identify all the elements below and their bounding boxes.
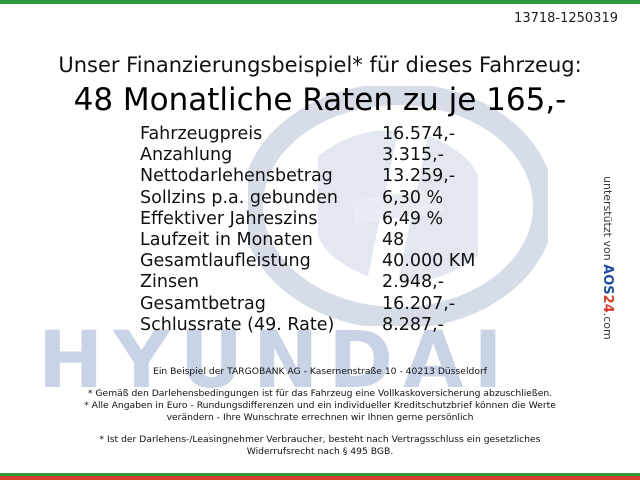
listing-id: 13718-1250319: [514, 11, 618, 26]
brand-emblem-watermark: [248, 86, 548, 326]
finance-label: Nettodarlehensbetrag: [140, 166, 333, 187]
footnotes: Ein Beispiel der TARGOBANK AG - Kasernen…: [20, 366, 620, 458]
finance-label: Laufzeit in Monaten: [140, 229, 313, 250]
finance-row-schlussrate: Schlussrate (49. Rate) 8.287,-: [140, 315, 500, 336]
finance-row-anzahlung: Anzahlung 3.315,-: [140, 145, 500, 166]
finance-label: Fahrzeugpreis: [140, 124, 263, 144]
headline-monthly-rate: 48 Monatliche Raten zu je 165,-: [73, 82, 567, 118]
finance-label: Sollzins p.a. gebunden: [140, 187, 339, 208]
finance-row-fahrzeugpreis: Fahrzeugpreis 16.574,-: [140, 124, 500, 145]
finance-row-gesamtbetrag: Gesamtbetrag 16.207,-: [140, 294, 500, 315]
bottom-color-stripe: [0, 473, 640, 480]
headline-subtitle: Unser Finanzierungsbeispiel* für dieses …: [58, 53, 582, 77]
finance-label: Effektiver Jahreszins: [140, 208, 318, 229]
side-credit-prefix: unterstützt von: [601, 176, 614, 261]
finance-value: 16.574,-: [382, 124, 456, 144]
side-credit: unterstützt von AOS24.com: [596, 176, 632, 356]
footnote-withdrawal-line2: Widerrufsrecht nach § 495 BGB.: [246, 446, 394, 457]
finance-row-laufzeit: Laufzeit in Monaten 48: [140, 230, 500, 251]
finance-value: 13.259,-: [382, 166, 456, 187]
footnote-amounts-line1: * Alle Angaben in Euro - Rundungsdiffere…: [84, 400, 556, 411]
finance-value: 16.207,-: [382, 293, 456, 314]
finance-label: Schlussrate (49. Rate): [140, 314, 335, 335]
finance-value: 8.287,-: [382, 314, 444, 335]
finance-value: 6,49 %: [382, 208, 444, 229]
finance-label: Zinsen: [140, 272, 199, 293]
finance-table: Fahrzeugpreis 16.574,- Anzahlung 3.315,-…: [140, 124, 500, 336]
footnote-withdrawal-line1: * Ist der Darlehens-/Leasingnehmer Verbr…: [99, 434, 541, 445]
finance-label: Anzahlung: [140, 145, 233, 166]
brand-wordmark-watermark: HYUNDAI: [38, 326, 513, 396]
footnote-lender: Ein Beispiel der TARGOBANK AG - Kasernen…: [153, 366, 487, 377]
finance-label: Gesamtlaufleistung: [140, 251, 311, 272]
top-color-stripe: [0, 0, 640, 4]
footnote-insurance: * Gemäß den Darlehensbedingungen ist für…: [87, 388, 553, 399]
finance-row-sollzins: Sollzins p.a. gebunden 6,30 %: [140, 188, 500, 209]
side-credit-text: unterstützt von AOS24.com: [600, 176, 615, 340]
finance-value: 48: [382, 229, 405, 250]
finance-label: Gesamtbetrag: [140, 293, 266, 314]
finance-row-nettodarlehensbetrag: Nettodarlehensbetrag 13.259,-: [140, 166, 500, 187]
finance-value: 40.000 KM: [382, 251, 476, 272]
aos24-logo-domain: .com: [601, 312, 614, 340]
aos24-logo: AOS24.com: [600, 264, 615, 340]
finance-value: 6,30 %: [382, 187, 444, 208]
aos24-logo-part: AOS: [600, 264, 615, 295]
finance-value: 2.948,-: [382, 272, 444, 293]
finance-row-effektiver-jahreszins: Effektiver Jahreszins 6,49 %: [140, 209, 500, 230]
finance-row-zinsen: Zinsen 2.948,-: [140, 272, 500, 293]
finance-value: 3.315,-: [382, 145, 444, 166]
footnote-amounts-line2: verändern - Ihre Wunschrate errechnen wi…: [166, 412, 474, 423]
finance-row-gesamtlaufleistung: Gesamtlaufleistung 40.000 KM: [140, 251, 500, 272]
aos24-logo-number: 24: [600, 294, 615, 313]
